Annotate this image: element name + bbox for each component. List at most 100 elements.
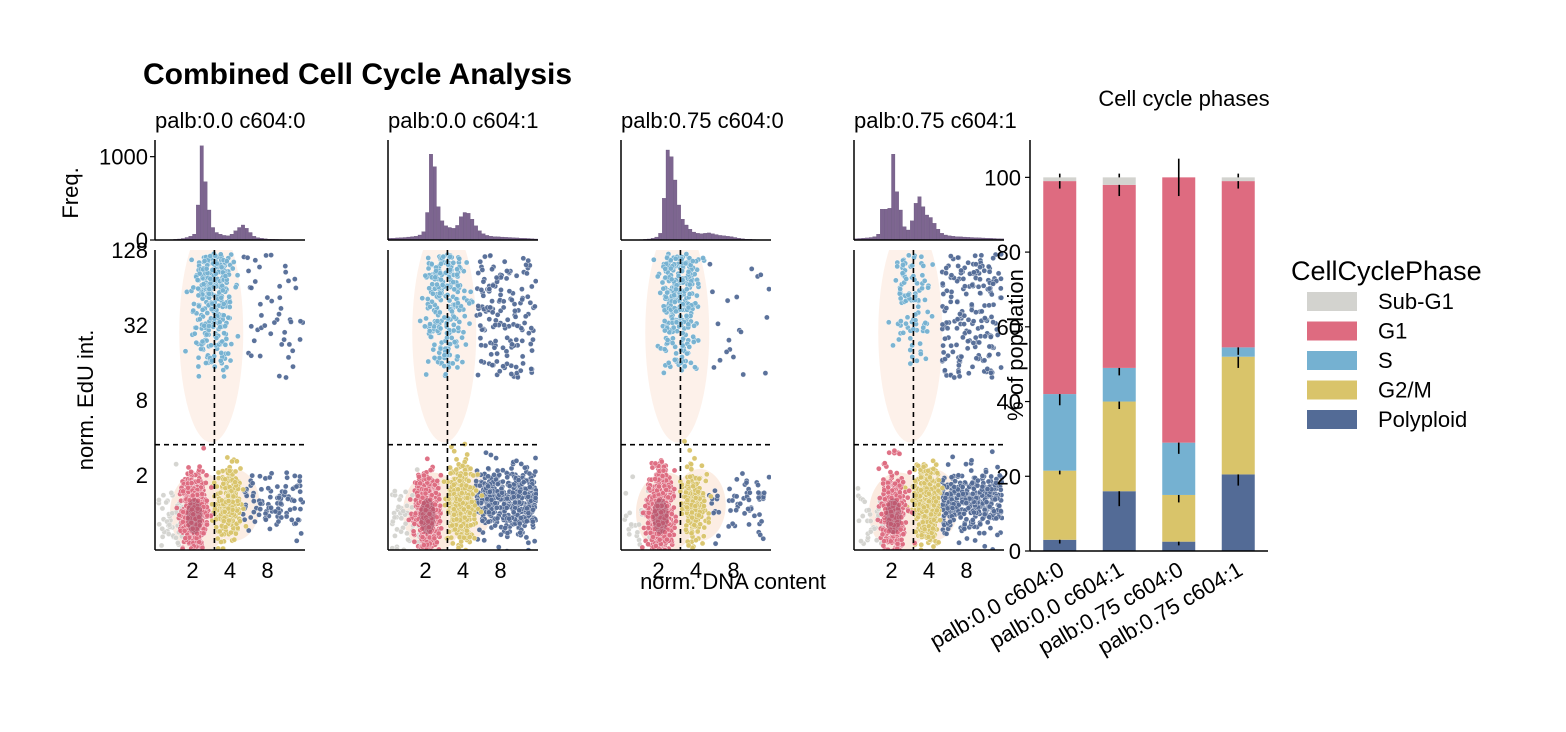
point-polyploid [527,484,533,490]
point-g2m [456,477,463,484]
histogram-bar [444,225,448,241]
point-s [434,318,441,324]
point-g1 [193,551,198,556]
point-subg1 [392,488,398,494]
point-s [207,276,214,282]
point-polyploid [478,358,485,365]
point-polyploid [486,509,492,516]
point-s [427,304,433,310]
point-polyploid [488,497,495,503]
point-g2m [218,539,224,545]
point-g2m [231,536,238,543]
point-s [441,314,448,321]
point-g2m [447,464,453,471]
point-g1 [189,492,196,499]
point-polyploid [522,464,528,471]
point-polyploid [245,527,252,534]
point-polyploid [761,490,767,496]
point-polyploid [532,468,538,475]
point-polyploid [263,516,269,523]
point-g2m [240,486,246,493]
point-s [432,274,439,281]
point-g1 [655,521,662,528]
point-polyploid [503,348,510,355]
point-s [194,277,201,283]
point-polyploid [476,527,483,533]
point-s [221,373,227,380]
histogram-bar [447,227,452,241]
point-polyploid [517,367,524,374]
point-g1 [663,487,670,493]
point-g2m [230,493,237,500]
point-s [190,307,197,314]
point-polyploid [518,515,524,521]
point-polyploid [480,292,487,299]
point-polyploid [729,497,736,504]
point-g1 [655,552,660,557]
point-s [208,306,215,313]
point-s [218,251,224,258]
point-s [203,265,210,272]
point-polyploid [288,319,294,325]
point-s [228,341,235,347]
point-polyploid [739,470,746,477]
point-polyploid [501,322,507,328]
point-polyploid [285,496,291,502]
point-s [184,289,190,295]
point-g1 [194,530,200,537]
point-g2m [695,488,701,495]
point-polyploid [524,505,530,512]
point-polyploid [485,502,492,509]
histogram-bar [241,224,245,241]
point-g2m [462,471,469,477]
histogram-bar [455,225,460,241]
point-g2m [473,487,479,494]
histogram-bar [714,234,719,241]
point-g2m [217,489,224,496]
point-s [450,327,457,334]
point-g1 [645,541,651,547]
point-polyploid [508,371,515,377]
point-polyploid [500,298,507,305]
point-subg1 [158,542,165,549]
point-s [196,316,203,322]
point-g1 [193,535,200,541]
point-g1 [643,530,649,537]
point-polyploid [519,353,526,360]
point-subg1 [159,534,166,540]
point-subg1 [165,531,172,537]
point-polyploid [748,266,755,272]
point-s [229,265,236,272]
point-g2m [220,545,226,550]
point-subg1 [398,528,404,535]
point-polyploid [532,303,538,310]
point-g1 [437,518,443,525]
point-polyploid [491,344,498,351]
point-s [661,370,667,376]
point-polyploid [510,494,517,500]
point-s [191,330,198,337]
point-s [450,259,457,266]
histogram-bar [237,227,242,241]
point-g1 [189,525,196,532]
point-g2m [467,522,474,529]
point-s [235,333,241,340]
point-polyploid [528,366,535,372]
point-polyploid [493,317,499,324]
point-polyploid [297,488,303,495]
point-g1 [416,551,421,556]
point-polyploid [494,481,501,487]
point-polyploid [760,535,767,542]
point-g1 [199,566,204,571]
point-subg1 [645,554,650,559]
point-g1 [183,551,188,556]
point-g2m [445,509,452,515]
histogram-bar [481,233,486,241]
point-polyploid [250,493,256,499]
point-g1 [204,521,210,528]
point-s [195,285,201,292]
point-polyploid [256,512,262,518]
point-g2m [243,523,249,530]
point-g1 [188,519,195,526]
